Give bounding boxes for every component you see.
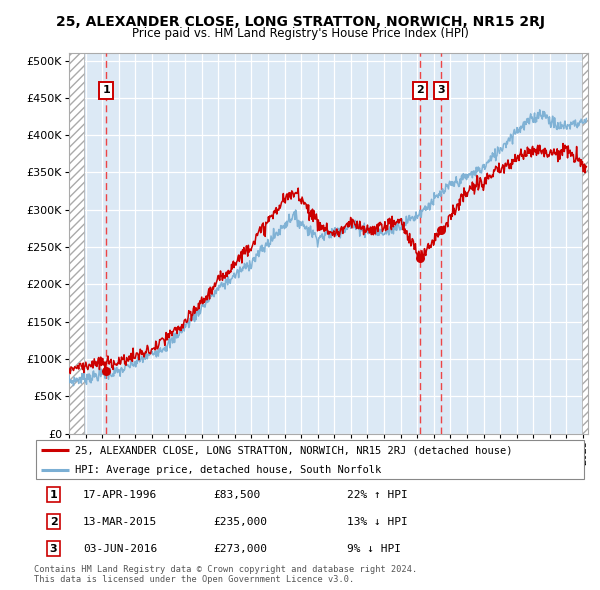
Text: Price paid vs. HM Land Registry's House Price Index (HPI): Price paid vs. HM Land Registry's House …: [131, 27, 469, 40]
Text: 3: 3: [437, 86, 445, 96]
Text: £83,500: £83,500: [214, 490, 260, 500]
Text: Contains HM Land Registry data © Crown copyright and database right 2024.: Contains HM Land Registry data © Crown c…: [34, 565, 418, 574]
Bar: [69, 53, 84, 434]
Text: HPI: Average price, detached house, South Norfolk: HPI: Average price, detached house, Sout…: [74, 466, 381, 475]
Text: £273,000: £273,000: [214, 543, 268, 553]
Text: 25, ALEXANDER CLOSE, LONG STRATTON, NORWICH, NR15 2RJ: 25, ALEXANDER CLOSE, LONG STRATTON, NORW…: [56, 15, 545, 29]
Text: 13-MAR-2015: 13-MAR-2015: [83, 517, 157, 527]
Text: 2: 2: [50, 517, 58, 527]
Text: 1: 1: [103, 86, 110, 96]
Text: £235,000: £235,000: [214, 517, 268, 527]
Text: This data is licensed under the Open Government Licence v3.0.: This data is licensed under the Open Gov…: [34, 575, 355, 584]
Text: 9% ↓ HPI: 9% ↓ HPI: [347, 543, 401, 553]
Text: 03-JUN-2016: 03-JUN-2016: [83, 543, 157, 553]
Bar: [581, 53, 588, 434]
Text: 22% ↑ HPI: 22% ↑ HPI: [347, 490, 407, 500]
Text: 13% ↓ HPI: 13% ↓ HPI: [347, 517, 407, 527]
Text: 3: 3: [50, 543, 58, 553]
Text: 2: 2: [416, 86, 424, 96]
Text: 1: 1: [50, 490, 58, 500]
Text: 25, ALEXANDER CLOSE, LONG STRATTON, NORWICH, NR15 2RJ (detached house): 25, ALEXANDER CLOSE, LONG STRATTON, NORW…: [74, 445, 512, 455]
Text: 17-APR-1996: 17-APR-1996: [83, 490, 157, 500]
FancyBboxPatch shape: [36, 440, 584, 479]
